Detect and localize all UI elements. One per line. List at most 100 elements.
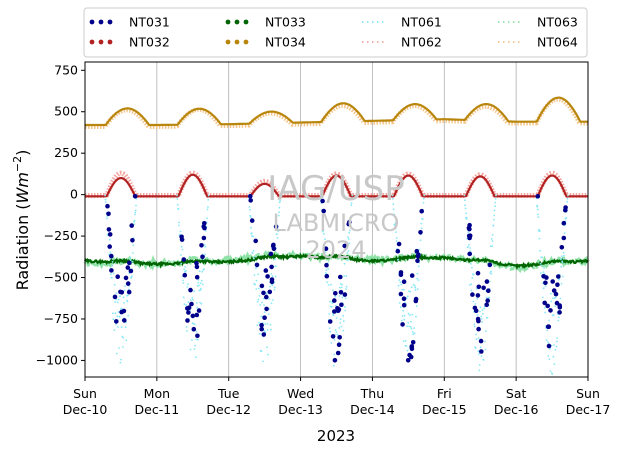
series-point-NT061 [408, 290, 410, 293]
series-point-NT061 [134, 209, 137, 212]
series-point-NT061 [113, 329, 116, 331]
series-point-NT031 [479, 349, 484, 354]
series-point-NT031 [554, 300, 560, 306]
series-point-NT061 [406, 325, 408, 327]
series-point-NT031 [125, 265, 131, 270]
series-point-NT061 [391, 194, 394, 197]
series-point-NT061 [563, 232, 566, 235]
series-point-NT061 [560, 265, 562, 268]
series-NT031 [105, 194, 568, 363]
series-point-NT061 [204, 245, 207, 248]
series-point-NT061 [348, 232, 350, 234]
series-point-NT061 [117, 298, 120, 301]
watermark-line2: LABMICRO [273, 209, 400, 237]
series-point-NT061 [560, 282, 563, 285]
series-point-NT061 [468, 243, 470, 246]
legend-marker [243, 39, 249, 45]
x-axis-label: 2023 [317, 427, 355, 445]
series-point-NT061 [324, 272, 327, 274]
series-point-NT061 [332, 364, 335, 367]
series-point-NT061 [562, 251, 565, 254]
series-point-NT061 [555, 345, 558, 348]
series-point-NT031 [126, 289, 132, 295]
series-point-NT061 [274, 265, 277, 268]
series-point-NT061 [200, 279, 203, 282]
series-point-NT061 [200, 302, 203, 305]
series-point-NT061 [492, 224, 495, 227]
series-point-NT061 [463, 199, 466, 202]
series-point-NT031 [123, 275, 129, 281]
series-point-NT061 [177, 224, 180, 227]
series-point-NT061 [258, 321, 260, 324]
series-point-NT031 [467, 251, 473, 257]
series-point-NT031 [561, 235, 567, 241]
series-point-NT061 [553, 344, 555, 346]
series-point-NT061 [543, 267, 545, 269]
series-point-NT061 [416, 288, 419, 290]
series-point-NT061 [187, 301, 190, 303]
series-NT033 [84, 252, 589, 270]
series-point-NT061 [417, 279, 420, 281]
legend-label: NT062 [401, 35, 442, 50]
series-point-NT061 [480, 315, 482, 318]
legend-item: NT031 [89, 15, 170, 30]
series-point-NT061 [269, 285, 271, 288]
series-point-NT061 [538, 237, 541, 240]
series-point-NT061 [195, 338, 198, 341]
series-point-NT061 [115, 292, 118, 295]
series-point-NT031 [342, 243, 348, 249]
series-point-NT031 [107, 232, 113, 237]
series-point-NT061 [476, 297, 479, 300]
series-point-NT061 [112, 318, 115, 321]
legend-marker [243, 19, 249, 25]
series-point-NT061 [494, 201, 497, 204]
series-point-NT061 [342, 314, 344, 317]
series-point-NT061 [324, 251, 327, 254]
legend-item: NT032 [89, 35, 170, 50]
series-point-NT061 [319, 194, 322, 197]
series-point-NT061 [131, 260, 134, 263]
series-point-NT031 [130, 238, 135, 243]
series-point-NT031 [551, 288, 557, 293]
series-point-NT061 [180, 245, 183, 248]
series-point-NT061 [544, 311, 546, 314]
series-point-NT031 [127, 260, 132, 266]
series-point-NT061 [255, 288, 258, 290]
series-point-NT061 [494, 198, 497, 200]
series-point-NT061 [266, 323, 269, 325]
series-point-NT061 [332, 314, 335, 317]
series-point-NT061 [196, 302, 198, 304]
series-point-NT061 [546, 329, 549, 332]
watermark-line1: IAG/USP [267, 169, 404, 209]
series-point-NT061 [277, 214, 280, 217]
series-point-NT061 [127, 294, 129, 296]
series-point-NT061 [109, 251, 112, 254]
series-point-NT061 [273, 288, 276, 291]
series-point-NT031 [128, 268, 134, 274]
series-point-NT061 [422, 201, 425, 204]
legend-item: NT062 [362, 35, 442, 50]
series-point-NT061 [193, 348, 196, 350]
series-point-NT061 [251, 252, 254, 255]
series-point-NT061 [323, 243, 326, 246]
series-point-NT031 [408, 354, 414, 360]
series-point-NT061 [335, 317, 338, 319]
series-point-NT031 [410, 340, 416, 345]
series-point-NT031 [122, 318, 127, 323]
series-point-NT061 [482, 313, 484, 315]
series-point-NT061 [465, 216, 468, 219]
series-point-NT061 [189, 299, 192, 301]
series-point-NT061 [481, 309, 484, 311]
series-point-NT031 [249, 218, 255, 223]
series-point-NT061 [104, 201, 107, 203]
series-point-NT061 [548, 319, 550, 322]
series-point-NT061 [131, 252, 134, 254]
series-point-NT061 [325, 269, 328, 271]
series-point-NT061 [423, 194, 426, 197]
series-point-NT031 [487, 262, 493, 268]
x-tick-day: Sat [506, 386, 527, 401]
series-point-NT061 [329, 330, 332, 333]
series-point-NT061 [402, 309, 405, 312]
series-layer [83, 96, 591, 375]
series-point-NT061 [415, 315, 417, 318]
